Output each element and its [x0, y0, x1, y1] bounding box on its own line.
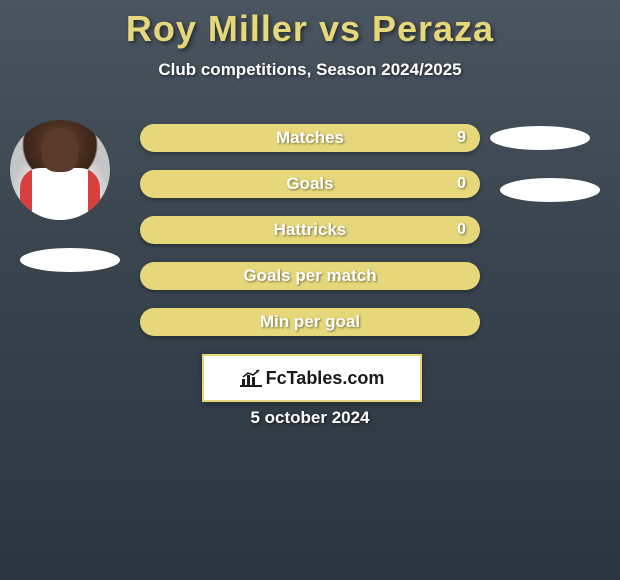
infographic-container: Roy Miller vs Peraza Club competitions, …	[0, 0, 620, 580]
stat-label: Goals	[140, 170, 480, 198]
page-title: Roy Miller vs Peraza	[0, 0, 620, 50]
avatar-head	[42, 128, 78, 172]
stat-row-goals: Goals 0	[140, 170, 480, 198]
avatar-graphic	[10, 120, 110, 220]
avatar-jersey	[20, 168, 100, 220]
stat-label: Matches	[140, 124, 480, 152]
footer-date: 5 october 2024	[0, 408, 620, 428]
stat-value: 0	[457, 170, 466, 198]
decoration-ellipse-right-1	[490, 126, 590, 150]
chart-icon	[240, 369, 262, 387]
stat-row-hattricks: Hattricks 0	[140, 216, 480, 244]
stat-row-matches: Matches 9	[140, 124, 480, 152]
source-logo-box: FcTables.com	[202, 354, 422, 402]
stat-label: Min per goal	[140, 308, 480, 336]
source-logo: FcTables.com	[240, 368, 385, 389]
player-avatar	[10, 120, 110, 220]
stat-row-min-per-goal: Min per goal	[140, 308, 480, 336]
stat-value: 9	[457, 124, 466, 152]
stat-label: Goals per match	[140, 262, 480, 290]
source-logo-text: FcTables.com	[266, 368, 385, 389]
stat-row-goals-per-match: Goals per match	[140, 262, 480, 290]
decoration-ellipse-right-2	[500, 178, 600, 202]
decoration-ellipse-left	[20, 248, 120, 272]
stat-label: Hattricks	[140, 216, 480, 244]
page-subtitle: Club competitions, Season 2024/2025	[0, 60, 620, 80]
stat-value: 0	[457, 216, 466, 244]
stats-panel: Matches 9 Goals 0 Hattricks 0 Goals per …	[140, 124, 480, 354]
